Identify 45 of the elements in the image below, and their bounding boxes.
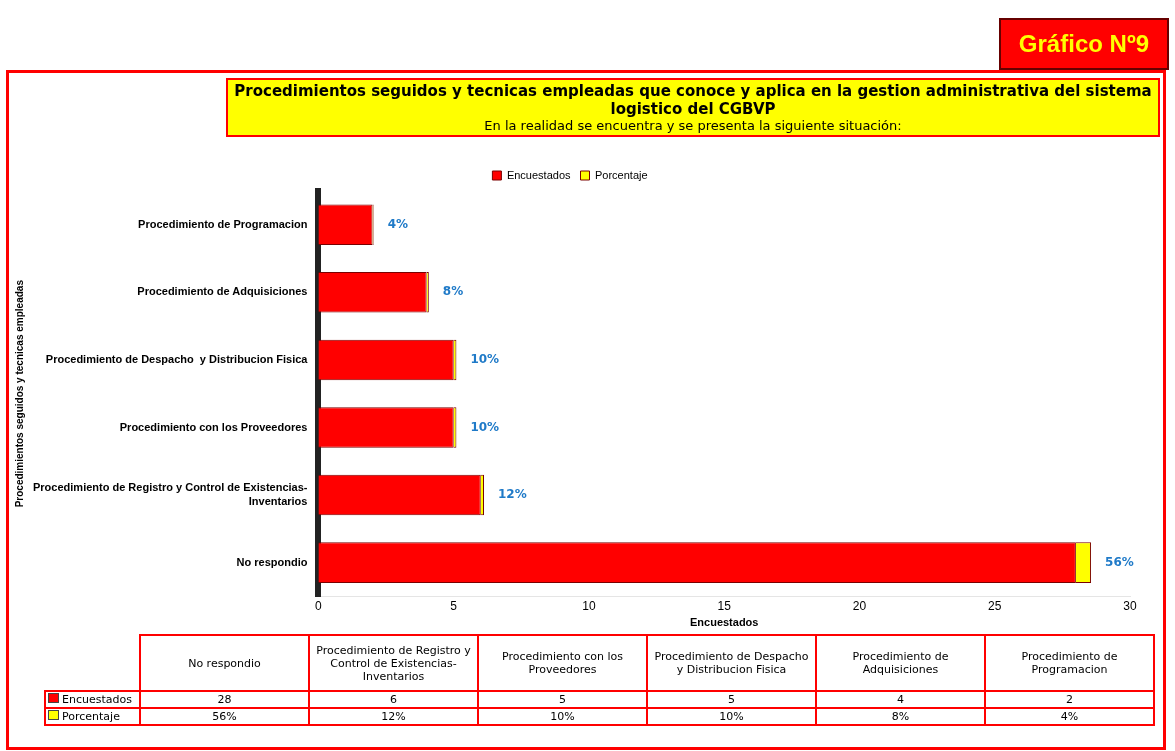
y-tick-label: Procedimiento de Programacion (138, 217, 308, 230)
y-tick-label: Procedimiento de Registro y Control de Existencias-Inventarios (33, 481, 308, 507)
data-label: 4% (985, 708, 1154, 725)
data-label: 8% (816, 708, 985, 725)
x-tick-label: 10 (582, 598, 596, 613)
data-label: 2 (985, 691, 1154, 708)
x-tick-label: 5 (450, 598, 458, 613)
legend-label: Porcentaje (595, 168, 648, 181)
data-label: 28 (140, 691, 309, 708)
legend-label: Encuestados (506, 168, 572, 181)
category-label: Procedimiento de Adquisiciones (816, 635, 985, 691)
x-tick-label: 30 (1123, 598, 1137, 613)
data-label: 4% (387, 216, 409, 231)
category-label: Procedimiento de Registro y Control de Existencias-Inventarios (309, 635, 478, 691)
y-tick-label: Procedimiento de Despacho y Distribucion Fisica (45, 352, 309, 365)
data-label: 10% (470, 352, 500, 367)
data-label: 5 (478, 691, 647, 708)
y-tick-label: Procedimiento de Adquisiciones (137, 285, 308, 298)
data-label: 10% (470, 419, 500, 434)
x-axis-title: Encuestados (689, 616, 759, 629)
data-label: 10% (647, 708, 816, 725)
legend-label: Encuestados (45, 691, 140, 708)
data-label: 10% (478, 708, 647, 725)
data-label: 8% (442, 284, 464, 299)
data-label: 4 (816, 691, 985, 708)
data-label: 56% (1105, 554, 1134, 569)
chart-subtitle: En la realidad se encuentra y se presenta la siguiente situación: (483, 118, 903, 133)
data-label: 12% (309, 708, 478, 725)
data-label: 12% (498, 487, 527, 502)
y-tick-label: Procedimiento con los Proveedores (119, 420, 308, 433)
data-label: 6 (309, 691, 478, 708)
x-tick-label: 20 (852, 598, 867, 613)
category-label: Procedimiento de Despacho y Distribucion Fisica (647, 635, 816, 691)
data-label: 56% (140, 708, 309, 725)
category-label: Procedimiento de Programacion (985, 635, 1154, 691)
chart-title: Procedimientos seguidos y tecnicas empleadas que conoce y aplica en la gestion administrativa del sistema logistico del CGBVP (233, 82, 1153, 118)
y-tick-label: No respondio (236, 555, 308, 568)
x-tick-label: 15 (717, 598, 732, 613)
x-tick-label: 0 (315, 598, 323, 613)
x-tick-label: 25 (988, 598, 1002, 613)
text: Gráfico Nº9 (998, 18, 1169, 70)
y-axis-title: Procedimientos seguidos y tecnicas empleadas (13, 279, 25, 508)
legend-label: Porcentaje (45, 708, 140, 725)
data-label: 5 (647, 691, 816, 708)
category-label: Procedimiento con los Proveedores (478, 635, 647, 691)
